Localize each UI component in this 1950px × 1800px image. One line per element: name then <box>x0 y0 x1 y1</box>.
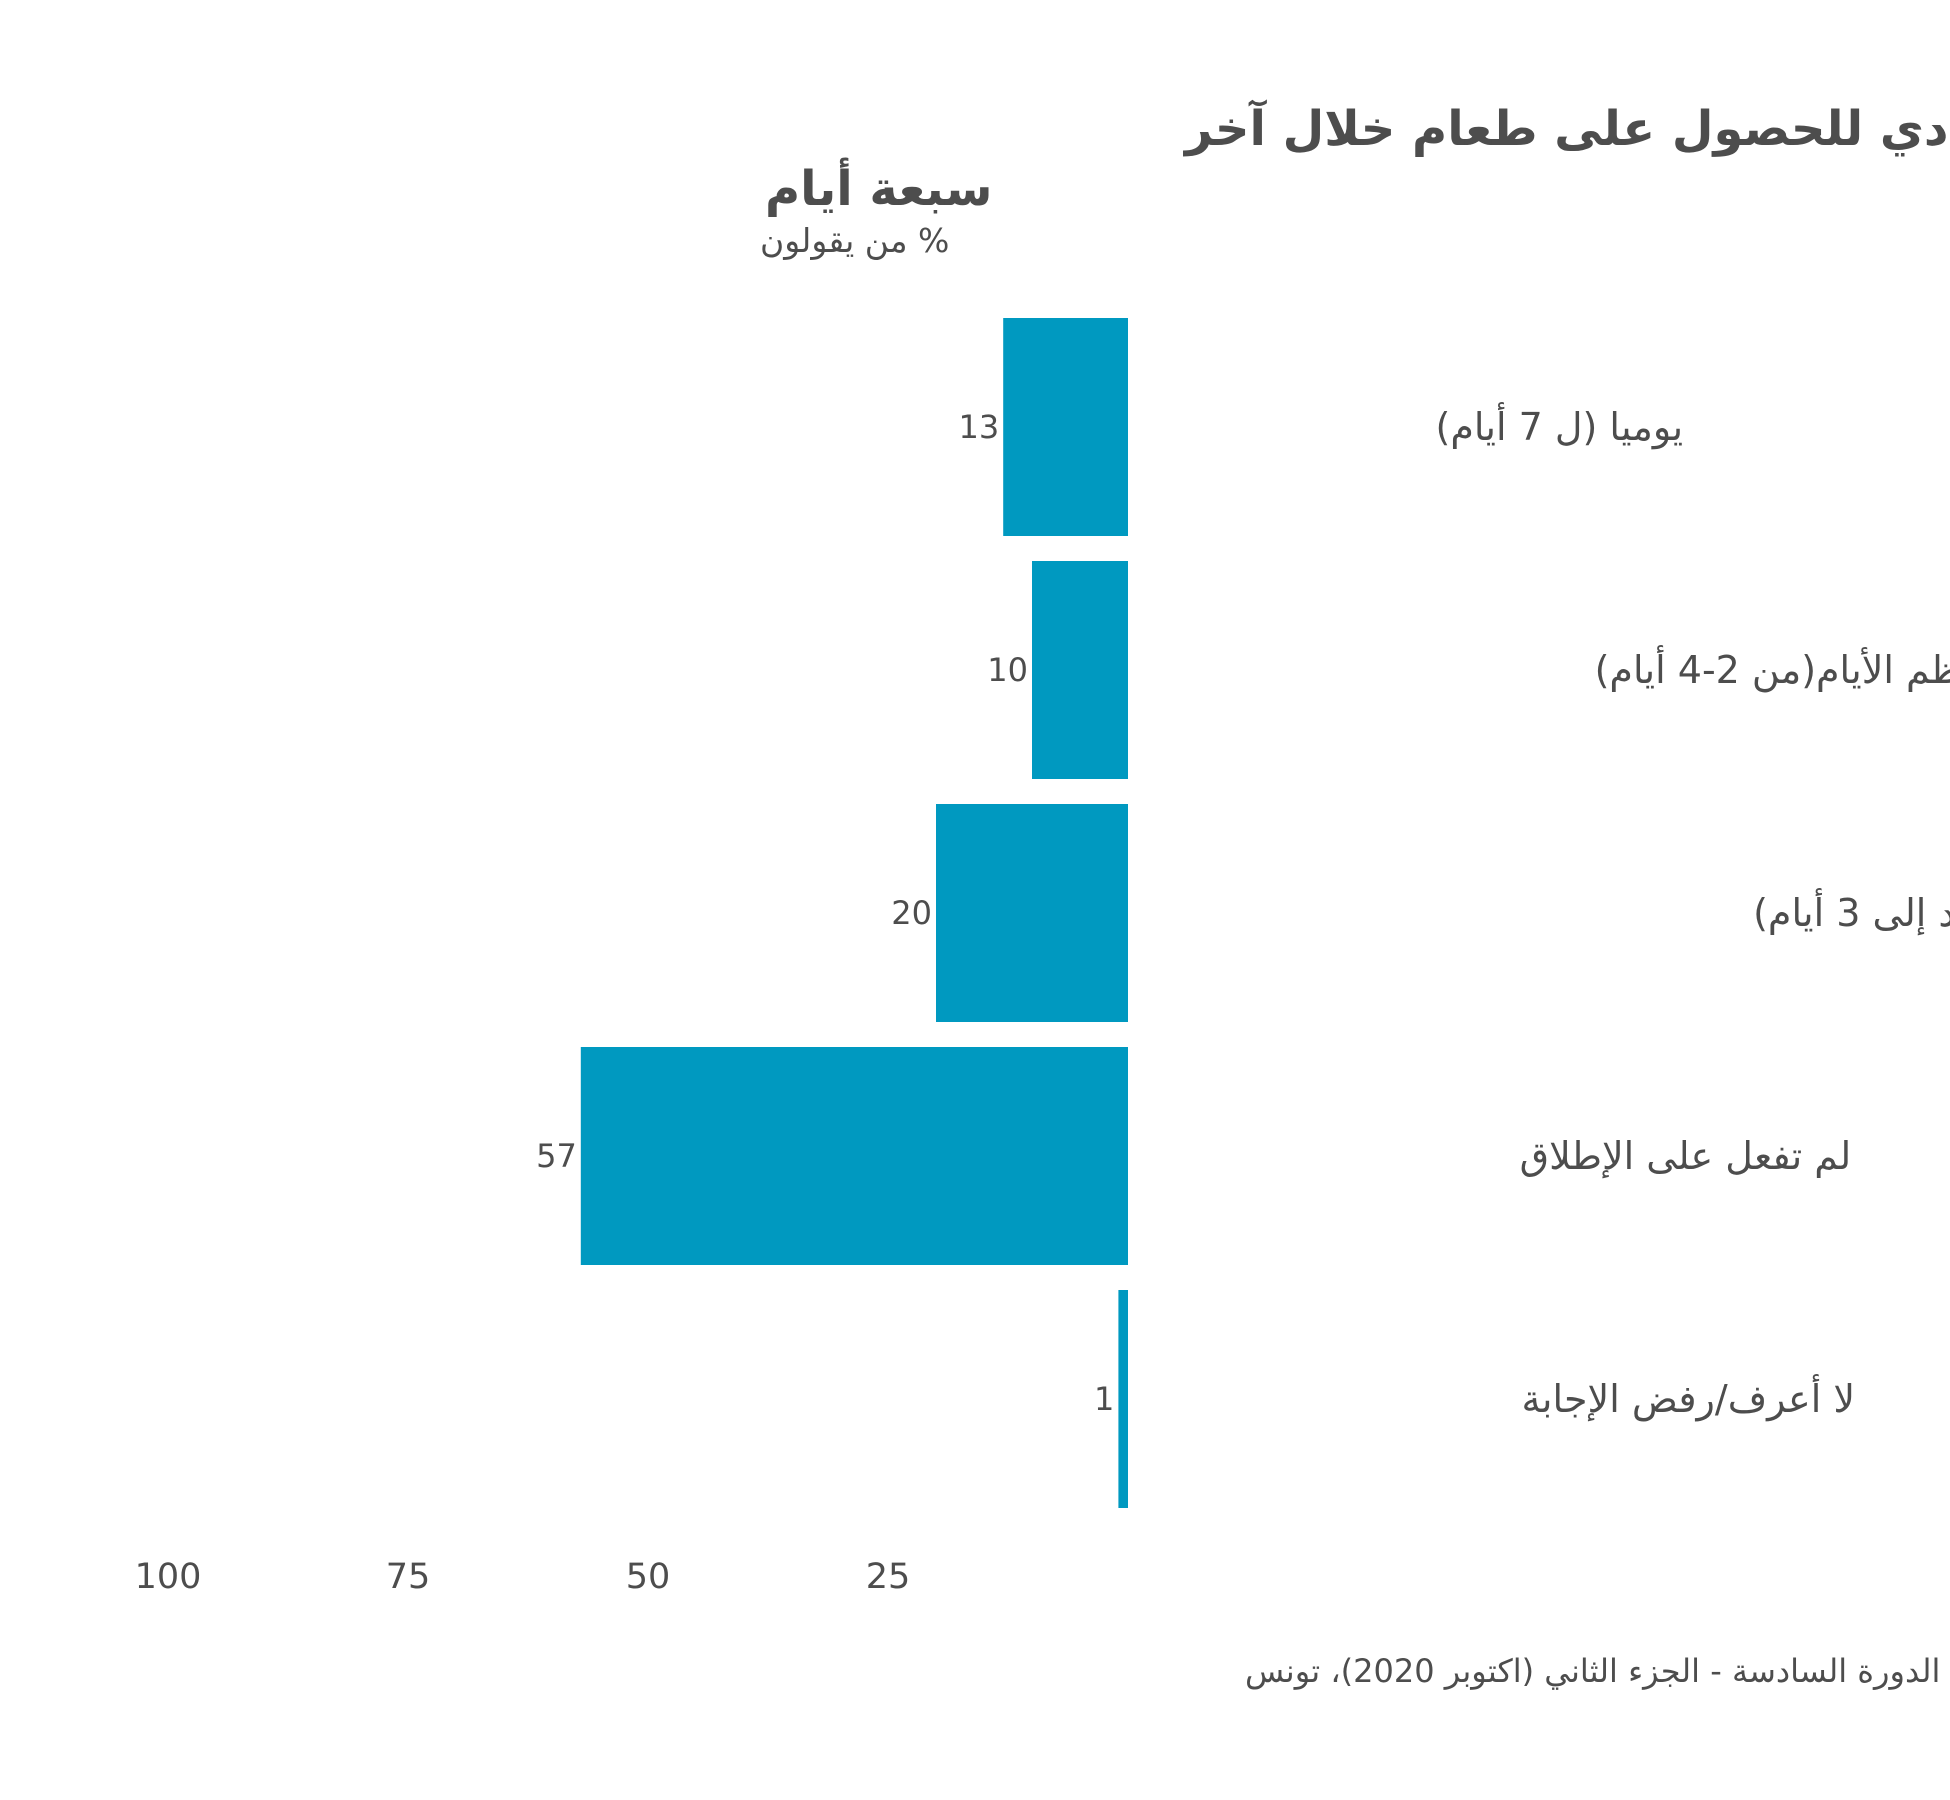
x-tick-label-100: 100 <box>135 1557 202 1597</box>
value-label-1: 13 <box>958 408 999 446</box>
x-tick-label-50: 50 <box>626 1557 671 1597</box>
chart-title-line-1: الحاجة لدعم مادي للحصول على طعام خلال آخ… <box>1183 99 1950 157</box>
x-axis-tick-labels: 100 75 50 25 <box>135 1557 911 1597</box>
source-note: الباروميتر العربي، الدورة السادسة - الجز… <box>1245 1652 1950 1690</box>
value-labels: 13 10 20 57 1 <box>536 408 1114 1418</box>
chart-subtitle: % من يقولون <box>760 221 949 260</box>
chart-title-line-2: سبعة أيام <box>765 157 992 217</box>
value-label-5: 1 <box>1094 1380 1114 1418</box>
bar-3 <box>936 804 1128 1022</box>
bar-4 <box>580 1047 1128 1265</box>
category-label-1: يوميا (ل 7 أيام) <box>1436 402 1684 450</box>
x-tick-label-75: 75 <box>386 1557 431 1597</box>
category-labels: يوميا (ل 7 أيام) معظم الأيام(من 2-4 أيام)… <box>1436 402 1950 1422</box>
category-label-4: لم تفعل على الإطلاق <box>1520 1134 1852 1179</box>
category-label-2: معظم الأيام(من 2-4 أيام) <box>1595 645 1950 693</box>
x-tick-label-25: 25 <box>866 1557 911 1597</box>
bars <box>580 318 1128 1508</box>
chart-title: الحاجة لدعم مادي للحصول على طعام خلال آخ… <box>765 99 1950 217</box>
category-label-5: لا أعرف/رفض الإجابة <box>1522 1374 1856 1422</box>
bar-1 <box>1003 318 1128 536</box>
value-label-4: 57 <box>536 1137 577 1175</box>
value-label-2: 10 <box>987 651 1028 689</box>
category-label-3: بعض الأيام(من يوم واحد إلى 3 أيام) <box>1753 888 1950 936</box>
value-label-3: 20 <box>891 894 932 932</box>
bar-5 <box>1118 1290 1128 1508</box>
bar-2 <box>1032 561 1128 779</box>
